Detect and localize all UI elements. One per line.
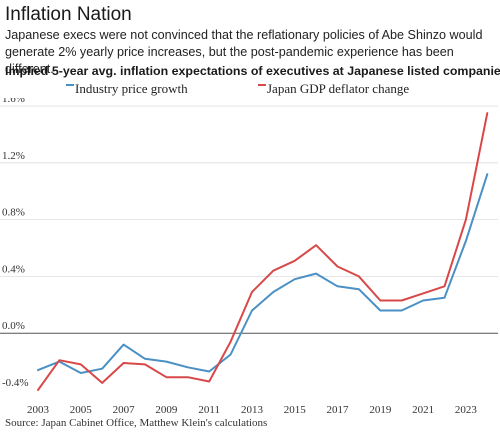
page-subtitle: Japanese execs were not convinced that t… [5, 28, 483, 76]
legend-item-industry-price-growth: Industry price growth [66, 81, 188, 97]
series-line-gdp-deflator [37, 112, 489, 391]
x-tick-label: 2007 [113, 404, 136, 416]
x-tick-label: 2019 [369, 404, 392, 416]
y-tick-label: 1.2% [2, 150, 25, 162]
legend-item-gdp-deflator: Japan GDP deflator change [258, 81, 409, 97]
x-tick-label: 2017 [327, 404, 350, 416]
source-note: Source: Japan Cabinet Office, Matthew Kl… [5, 417, 268, 429]
x-tick-label: 2005 [70, 404, 93, 416]
y-tick-label: 1.6% [2, 98, 25, 105]
x-tick-label: 2021 [412, 404, 434, 416]
y-tick-label: 0.4% [2, 263, 25, 275]
legend-swatch-gdp-deflator [258, 84, 266, 87]
y-tick-label: 0.0% [2, 320, 25, 332]
x-tick-label: 2009 [155, 404, 178, 416]
x-tick-label: 2013 [241, 404, 264, 416]
chart-heading: Implied 5-year avg. inflation expectatio… [5, 64, 500, 78]
x-tick-label: 2015 [284, 404, 307, 416]
y-tick-label: 0.8% [2, 207, 25, 219]
page-title: Inflation Nation [5, 4, 132, 25]
y-tick-label: -0.4% [2, 377, 29, 389]
legend-swatch-industry [66, 84, 74, 87]
x-tick-label: 2011 [198, 404, 220, 416]
legend-label-gdp-deflator: Japan GDP deflator change [267, 81, 410, 96]
legend-label-industry: Industry price growth [75, 81, 188, 96]
x-tick-label: 2023 [455, 404, 478, 416]
line-chart: -0.4% 0.0% 0.4% 0.8% 1.2% 1.6% 2003 2005 2007 200… [0, 98, 498, 416]
x-tick-label: 2003 [27, 404, 50, 416]
series-line-industry-price-growth [37, 173, 489, 374]
